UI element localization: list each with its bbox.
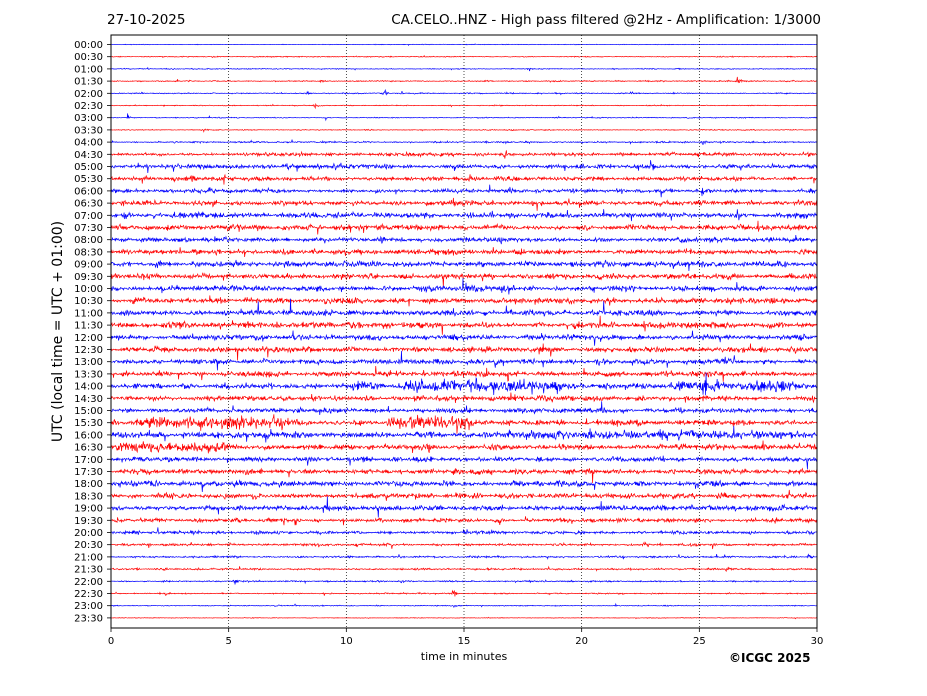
y-tick-label: 15:00 (74, 406, 103, 417)
traces-group (110, 43, 818, 620)
y-tick-label: 05:30 (74, 174, 103, 185)
y-tick-label: 06:30 (74, 199, 103, 210)
trace-1500 (110, 401, 818, 415)
grid-group (228, 35, 700, 628)
trace-0200 (110, 88, 818, 96)
date-title: 27-10-2025 (107, 12, 186, 28)
trace-1600 (110, 425, 818, 443)
y-tick-label: 23:30 (74, 613, 103, 624)
y-tick-label: 10:00 (74, 284, 103, 295)
y-tick-label: 07:00 (74, 211, 103, 222)
trace-0300 (110, 113, 818, 122)
y-tick-label: 20:30 (74, 540, 103, 551)
y-tick-label: 22:30 (74, 589, 103, 600)
y-tick-label: 11:30 (74, 321, 103, 332)
y-tick-label: 06:00 (74, 186, 103, 197)
x-ticks-group: 0 5 10 15 20 25 30 (108, 628, 824, 647)
y-tick-label: 08:30 (74, 247, 103, 258)
y-tick-label: 00:30 (74, 52, 103, 63)
x-axis-label: time in minutes (421, 650, 508, 663)
trace-0330 (110, 128, 818, 133)
trace-0930 (110, 272, 818, 288)
trace-1230 (110, 343, 818, 361)
y-tick-label: 01:30 (74, 77, 103, 88)
trace-0230 (110, 102, 818, 110)
trace-0730 (110, 220, 818, 235)
axes-frame (110, 34, 818, 629)
y-tick-label: 14:30 (74, 394, 103, 405)
y-tick-label: 00:00 (74, 40, 103, 51)
trace-0630 (110, 197, 818, 211)
y-tick-label: 19:30 (74, 516, 103, 527)
trace-0430 (110, 150, 818, 159)
y-tick-label: 10:30 (74, 296, 103, 307)
y-tick-label: 04:00 (74, 138, 103, 149)
y-tick-label: 02:30 (74, 101, 103, 112)
trace-2200 (110, 579, 818, 585)
trace-2130 (110, 565, 818, 572)
y-tick-label: 11:00 (74, 308, 103, 319)
trace-1100 (110, 298, 818, 317)
y-tick-label: 23:00 (74, 601, 103, 612)
y-tick-label: 21:30 (74, 565, 103, 576)
y-tick-label: 04:30 (74, 150, 103, 161)
trace-0600 (110, 184, 818, 198)
trace-1530 (110, 414, 818, 434)
y-tick-label: 21:00 (74, 552, 103, 563)
copyright-text: ©ICGC 2025 (729, 651, 811, 665)
trace-1200 (110, 330, 818, 346)
y-tick-label: 01:00 (74, 64, 103, 75)
x-tick-label: 20 (575, 636, 588, 647)
y-tick-label: 14:00 (74, 382, 103, 393)
y-tick-label: 12:30 (74, 345, 103, 356)
y-tick-label: 16:00 (74, 430, 103, 441)
y-tick-label: 03:30 (74, 125, 103, 136)
trace-1830 (110, 489, 818, 501)
trace-1000 (110, 278, 818, 295)
x-tick-label: 10 (340, 636, 353, 647)
y-tick-label: 18:00 (74, 479, 103, 490)
y-tick-label: 13:30 (74, 369, 103, 380)
y-tick-label: 09:30 (74, 272, 103, 283)
y-tick-label: 12:00 (74, 333, 103, 344)
y-tick-label: 08:00 (74, 235, 103, 246)
x-tick-label: 15 (458, 636, 471, 647)
y-tick-label: 09:00 (74, 260, 103, 271)
y-tick-label: 07:30 (74, 223, 103, 234)
y-tick-label: 20:00 (74, 528, 103, 539)
y-tick-label: 22:00 (74, 577, 103, 588)
y-tick-label: 03:00 (74, 113, 103, 124)
y-tick-label: 18:30 (74, 491, 103, 502)
y-tick-label: 16:30 (74, 443, 103, 454)
trace-1900 (110, 496, 818, 518)
trace-1130 (110, 315, 818, 335)
x-tick-label: 30 (811, 636, 824, 647)
chart-title: CA.CELO..HNZ - High pass filtered @2Hz -… (391, 12, 821, 28)
trace-0500 (110, 160, 818, 173)
x-tick-label: 0 (108, 636, 114, 647)
trace-2000 (110, 527, 818, 536)
y-tick-label: 13:00 (74, 357, 103, 368)
x-tick-label: 5 (225, 636, 231, 647)
y-tick-label: 17:30 (74, 467, 103, 478)
trace-1930 (110, 516, 818, 526)
x-tick-label: 25 (693, 636, 706, 647)
y-tick-label: 17:00 (74, 455, 103, 466)
trace-2030 (110, 541, 818, 550)
trace-1430 (110, 392, 818, 404)
trace-0400 (110, 139, 818, 145)
y-tick-label: 02:00 (74, 89, 103, 100)
y-tick-label: 05:00 (74, 162, 103, 173)
y-axis-label: UTC (local time = UTC + 01:00) (50, 221, 66, 442)
y-tick-label: 15:30 (74, 418, 103, 429)
y-tick-label: 19:00 (74, 504, 103, 515)
trace-1030 (110, 295, 818, 307)
